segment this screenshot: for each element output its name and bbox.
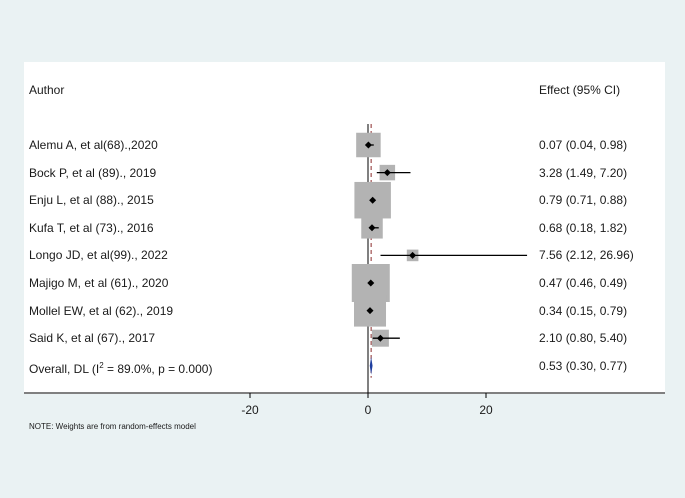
study-effect-1: 0.07 (0.04, 0.98) — [539, 138, 628, 152]
effect-header: Effect (95% CI) — [539, 83, 621, 97]
x-tick-label-3: 20 — [479, 403, 493, 417]
point-estimate-6 — [367, 279, 375, 287]
study-label-3: Enju L, et al (88)., 2015 — [29, 193, 154, 208]
study-label-2: Bock P, et al (89)., 2019 — [29, 165, 157, 180]
study-effect-7: 0.34 (0.15, 0.79) — [539, 303, 628, 318]
study-label-5: Longo JD, et al(99)., 2022 — [29, 248, 168, 263]
point-estimate-2 — [383, 169, 391, 177]
plot-panel — [24, 62, 665, 394]
study-label-4: Kufa T, et al (73)., 2016 — [29, 220, 154, 235]
study-label-7: Mollel EW, et al (62)., 2019 — [29, 303, 174, 318]
author-header: Author — [29, 83, 65, 97]
x-tick-label-1: -20 — [241, 403, 259, 417]
overall-label: Overall, DL (I2 = 89.0%, p = 0.000) — [29, 360, 213, 376]
point-estimate-5 — [409, 251, 417, 259]
study-label-1: Alemu A, et al(68).,2020 — [29, 138, 158, 152]
study-effect-2: 3.28 (1.49, 7.20) — [539, 165, 628, 180]
study-label-6: Majigo M, et al (61)., 2020 — [29, 276, 169, 290]
study-effect-4: 0.68 (0.18, 1.82) — [539, 220, 628, 235]
study-effect-6: 0.47 (0.46, 0.49) — [539, 276, 628, 290]
point-estimate-8 — [376, 334, 384, 342]
x-tick-label-2: 0 — [365, 403, 372, 417]
point-estimate-1 — [364, 141, 372, 149]
study-effect-5: 7.56 (2.12, 26.96) — [539, 248, 634, 263]
point-estimate-4 — [368, 224, 376, 232]
overall-diamond — [369, 356, 373, 375]
study-label-8: Said K, et al (67)., 2017 — [29, 331, 156, 346]
point-estimate-7 — [366, 307, 374, 315]
overall-effect: 0.53 (0.30, 0.77) — [539, 358, 628, 373]
study-effect-8: 2.10 (0.80, 5.40) — [539, 331, 628, 346]
footnote: NOTE: Weights are from random-effects mo… — [29, 422, 196, 431]
point-estimate-3 — [369, 196, 377, 204]
study-effect-3: 0.79 (0.71, 0.88) — [539, 193, 628, 208]
